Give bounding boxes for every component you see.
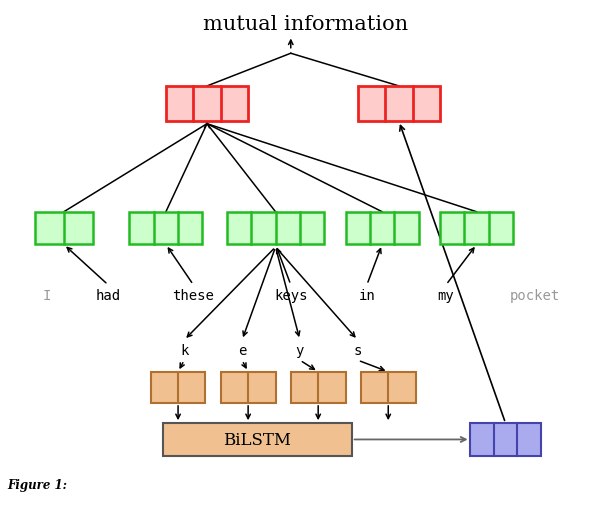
Text: s: s (354, 343, 362, 358)
Bar (291, 372, 346, 403)
Bar (166, 87, 248, 122)
Bar (358, 87, 440, 122)
Bar (221, 372, 275, 403)
Bar (35, 212, 93, 245)
Text: I: I (43, 288, 51, 302)
Bar (227, 212, 324, 245)
Text: in: in (359, 288, 375, 302)
Bar (346, 212, 419, 245)
Text: pocket: pocket (509, 288, 559, 302)
Text: mutual information: mutual information (203, 15, 409, 33)
Bar (129, 212, 203, 245)
Text: k: k (180, 343, 188, 358)
Text: my: my (438, 288, 455, 302)
Bar (163, 423, 352, 456)
Text: y: y (296, 343, 304, 358)
Bar (151, 372, 206, 403)
Bar (471, 423, 540, 456)
Text: had: had (95, 288, 121, 302)
Text: these: these (173, 288, 214, 302)
Text: e: e (238, 343, 246, 358)
Bar (361, 372, 416, 403)
Text: keys: keys (274, 288, 307, 302)
Text: Figure 1:: Figure 1: (7, 478, 67, 491)
Bar (440, 212, 513, 245)
Text: BiLSTM: BiLSTM (223, 431, 291, 448)
